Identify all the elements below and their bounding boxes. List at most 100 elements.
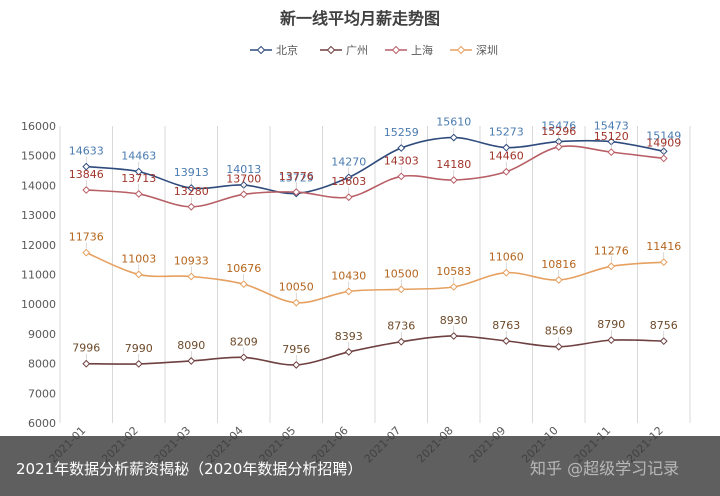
data-label: 14463	[121, 150, 156, 163]
data-label: 13846	[69, 168, 104, 181]
data-point	[187, 272, 196, 281]
data-label: 7956	[282, 343, 310, 356]
series-1: 7996 7990 8090 8209 7956 8393 8736 8930 8763 8569…	[72, 314, 678, 369]
series-group: 14633 14463 13913 14013 13729 14270 15259 15610…	[69, 116, 681, 369]
y-tick-label: 15000	[21, 150, 56, 163]
legend-marker	[391, 45, 401, 55]
data-point	[292, 360, 301, 369]
data-label: 14303	[384, 154, 419, 167]
data-point	[554, 342, 563, 351]
y-tick-label: 16000	[21, 120, 56, 133]
data-label: 15259	[384, 126, 419, 139]
data-label: 10050	[279, 281, 314, 294]
y-tick-label: 9000	[28, 328, 56, 341]
data-label: 10500	[384, 267, 419, 280]
data-point	[397, 172, 406, 181]
data-label: 8090	[177, 339, 205, 352]
data-label: 14270	[331, 155, 366, 168]
data-point	[449, 133, 458, 142]
y-tick-label: 6000	[28, 417, 56, 430]
data-label: 11416	[646, 240, 681, 253]
data-label: 11276	[594, 244, 629, 257]
data-point	[607, 336, 616, 345]
legend-label: 广州	[346, 44, 368, 57]
data-label: 14180	[436, 158, 471, 171]
legend-label: 北京	[276, 43, 298, 57]
y-tick-label: 10000	[21, 298, 56, 311]
data-point	[554, 143, 563, 151]
data-point	[502, 337, 511, 345]
data-label: 15473	[594, 120, 629, 133]
y-tick-label: 8000	[28, 358, 56, 371]
data-point	[502, 167, 511, 176]
data-label: 13913	[174, 166, 209, 179]
data-point	[82, 162, 91, 171]
series-line	[86, 145, 664, 208]
legend-marker	[326, 45, 336, 55]
data-label: 10676	[226, 262, 261, 275]
data-label: 15296	[541, 125, 576, 138]
data-label: 15149	[646, 129, 681, 142]
data-label: 13700	[226, 172, 261, 185]
data-point	[187, 184, 196, 192]
data-label: 11003	[121, 252, 156, 265]
data-point	[502, 143, 511, 152]
data-label: 14909	[646, 136, 681, 149]
data-label: 11060	[489, 251, 524, 264]
data-point	[292, 188, 301, 196]
data-label: 15273	[489, 126, 524, 139]
data-label: 7990	[125, 342, 153, 355]
data-point	[449, 332, 458, 340]
y-tick-label: 12000	[21, 239, 56, 252]
legend-marker	[256, 45, 266, 55]
data-label: 14460	[489, 150, 524, 163]
data-point	[134, 270, 143, 279]
legend-label: 深圳	[476, 44, 498, 57]
chart-legend: 北京 广州 上海 深圳	[250, 43, 498, 57]
data-point	[134, 359, 143, 368]
data-label: 8790	[597, 318, 625, 331]
data-point	[82, 248, 91, 257]
legend-marker	[456, 45, 466, 55]
legend-label: 上海	[411, 43, 433, 57]
data-point	[134, 167, 143, 176]
data-label: 13603	[331, 175, 366, 188]
watermark: 知乎 @超级学习记录	[530, 459, 680, 478]
data-point	[134, 190, 143, 198]
data-label: 8569	[545, 325, 573, 338]
data-label: 8763	[492, 319, 520, 332]
data-point	[344, 348, 353, 356]
series-3: 11736 11003 10933 10676 10050 10430 10500 10583…	[69, 231, 681, 307]
grid-lines	[59, 126, 691, 423]
data-label: 15476	[541, 120, 576, 133]
data-label: 8736	[387, 320, 415, 333]
data-point	[554, 276, 563, 284]
data-point	[82, 359, 91, 368]
data-point	[607, 262, 616, 271]
series-2: 13846 13713 13280 13700 13776 13603 14303 14180…	[69, 125, 681, 211]
data-point	[397, 285, 406, 294]
y-tick-label: 13000	[21, 209, 56, 222]
data-label: 15120	[594, 130, 629, 143]
data-point	[82, 186, 91, 194]
data-point	[239, 353, 248, 362]
data-point	[397, 144, 406, 152]
data-point	[502, 268, 511, 277]
data-point	[659, 258, 668, 267]
y-tick-label: 11000	[21, 269, 56, 282]
y-axis: 6000 7000 8000 9000 10000 11000 12000 13000 1400…	[21, 120, 56, 430]
data-label: 8209	[230, 335, 258, 348]
caption-bar	[0, 436, 720, 496]
series-line	[86, 136, 664, 195]
series-line	[85, 251, 664, 304]
data-point	[187, 202, 196, 211]
data-point	[292, 298, 301, 307]
y-tick-label: 7000	[28, 387, 56, 400]
data-point	[659, 154, 668, 163]
data-label: 10933	[174, 254, 209, 267]
data-point	[344, 193, 353, 202]
data-point	[449, 282, 458, 291]
data-point	[187, 357, 196, 365]
data-label: 10583	[436, 265, 471, 278]
